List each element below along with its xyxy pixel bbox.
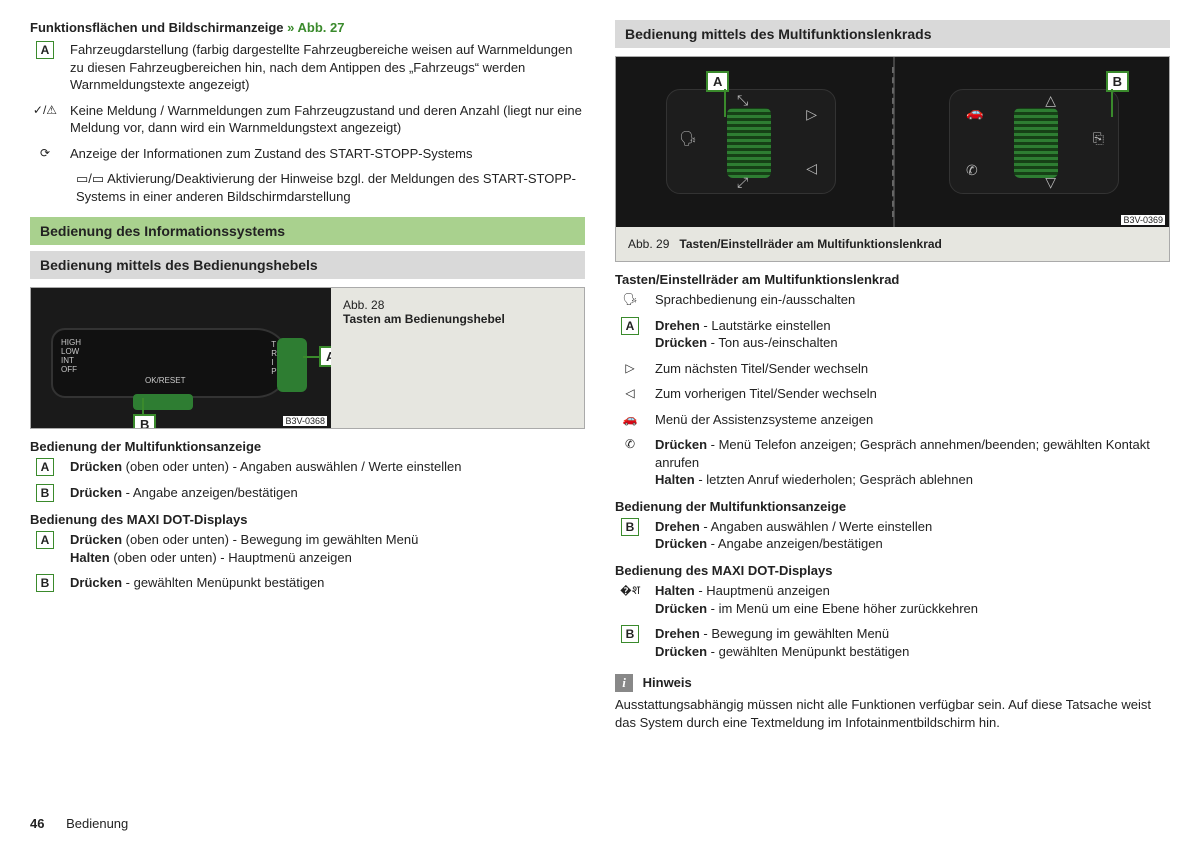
list-item: ADrücken (oben oder unten) - Bewegung im… — [30, 531, 585, 566]
list-item: 🚗Menü der Assistenzsysteme anzeigen — [615, 411, 1170, 429]
figure-29-image: 🗣 ⤡ ⤢ ▷ ◁ 🚗 ✆ △ ▽ ⎘ — [616, 57, 1169, 227]
label-box-icon: B — [621, 625, 640, 643]
label-box-icon: A — [36, 458, 55, 476]
label-box-icon: A — [36, 41, 55, 59]
page-footer: 46 Bedienung — [30, 816, 128, 831]
symbol-icon: ⟳ — [40, 146, 50, 160]
label-box-icon: B — [36, 484, 55, 502]
section-grey-left: Bedienung mittels des Bedienungshebels — [30, 251, 585, 279]
list-item: ADrehen - Lautstärke einstellenDrücken -… — [615, 317, 1170, 352]
control-lever-icon: HIGHLOWINTOFF OK/RESET TRIP — [51, 328, 291, 398]
figure-29: 🗣 ⤡ ⤢ ▷ ◁ 🚗 ✆ △ ▽ ⎘ — [615, 56, 1170, 262]
section-green: Bedienung des Informationssystems — [30, 217, 585, 245]
list-item: ADrücken (oben oder unten) - Angaben aus… — [30, 458, 585, 476]
figure-28-code: B3V-0368 — [283, 416, 327, 426]
sub1-heading: Bedienung der Multifunktionsanzeige — [30, 439, 585, 454]
top-heading: Funktionsflächen und Bildschirmanzeige »… — [30, 20, 585, 35]
list-item: ◁Zum vorherigen Titel/Sender wechseln — [615, 385, 1170, 403]
symbol-icon: 🗣 — [622, 292, 637, 306]
figure-28: HIGHLOWINTOFF OK/RESET TRIP A B B3V-0368… — [30, 287, 585, 429]
two-column-layout: Funktionsflächen und Bildschirmanzeige »… — [30, 20, 1170, 731]
start-stop-indent: ▭/▭ Aktivierung/Deaktivierung der Hinwei… — [76, 170, 585, 205]
list-item: �शHalten - Hauptmenü anzeigenDrücken - i… — [615, 582, 1170, 617]
r-heading3: Bedienung des MAXI DOT-Displays — [615, 563, 1170, 578]
right-column: Bedienung mittels des Multifunktionslenk… — [615, 20, 1170, 731]
list-item: BDrücken - Angabe anzeigen/bestätigen — [30, 484, 585, 502]
list-item: 🗣Sprachbedienung ein-/ausschalten — [615, 291, 1170, 309]
symbol-icon: ✆ — [625, 437, 635, 451]
list-item: BDrehen - Angaben auswählen / Werte eins… — [615, 518, 1170, 553]
label-box-icon: A — [621, 317, 640, 335]
sub2-rows: ADrücken (oben oder unten) - Bewegung im… — [30, 531, 585, 592]
list-item: BDrücken - gewählten Menüpunkt bestätige… — [30, 574, 585, 592]
list-item: ✓/⚠Keine Meldung / Warnmeldungen zum Fah… — [30, 102, 585, 137]
list-item: ✆Drücken - Menü Telefon anzeigen; Gesprä… — [615, 436, 1170, 489]
label-box-icon: B — [36, 574, 55, 592]
definition-list: AFahrzeugdarstellung (farbig dargestellt… — [30, 41, 585, 162]
top-heading-text: Funktionsflächen und Bildschirmanzeige — [30, 20, 284, 35]
list-item: ▷Zum nächsten Titel/Sender wechseln — [615, 360, 1170, 378]
wheel-left-icon: 🗣 ⤡ ⤢ ▷ ◁ — [616, 57, 893, 227]
symbol-icon: 🚗 — [623, 412, 638, 426]
list-item: ⟳Anzeige der Informationen zum Zustand d… — [30, 145, 585, 163]
callout-b-r: B — [1106, 71, 1129, 92]
label-box-icon: B — [621, 518, 640, 536]
figure-29-caption: Abb. 29 Tasten/Einstellräder am Multifun… — [616, 227, 1169, 261]
sub1-rows: ADrücken (oben oder unten) - Angaben aus… — [30, 458, 585, 502]
top-heading-ref: » Abb. 27 — [287, 20, 344, 35]
list-item: AFahrzeugdarstellung (farbig dargestellt… — [30, 41, 585, 94]
r-heading1: Tasten/Einstellräder am Multifunktionsle… — [615, 272, 1170, 287]
r-rows1: 🗣Sprachbedienung ein-/ausschalten ADrehen… — [615, 291, 1170, 489]
symbol-icon: ◁ — [625, 386, 634, 400]
r-heading2: Bedienung der Multifunktionsanzeige — [615, 499, 1170, 514]
label-box-icon: A — [36, 531, 55, 549]
symbol-icon: ▷ — [625, 361, 634, 375]
figure-28-caption: Abb. 28 Tasten am Bedienungshebel — [331, 288, 517, 428]
symbol-icon: ✓/⚠ — [33, 103, 57, 117]
left-column: Funktionsflächen und Bildschirmanzeige »… — [30, 20, 585, 731]
figure-29-code: B3V-0369 — [1121, 215, 1165, 225]
symbol-icon: �श — [620, 583, 640, 597]
hinweis-label: Hinweis — [643, 675, 692, 690]
hinweis: i Hinweis Ausstattungsabhängig müssen ni… — [615, 674, 1170, 731]
hinweis-text: Ausstattungsabhängig müssen nicht alle F… — [615, 696, 1170, 731]
footer-section: Bedienung — [66, 816, 128, 831]
r-rows3: �शHalten - Hauptmenü anzeigenDrücken - i… — [615, 582, 1170, 660]
callout-a: A — [319, 346, 331, 367]
section-grey-right: Bedienung mittels des Multifunktionslenk… — [615, 20, 1170, 48]
list-item: BDrehen - Bewegung im gewählten MenüDrüc… — [615, 625, 1170, 660]
sub2-heading: Bedienung des MAXI DOT-Displays — [30, 512, 585, 527]
r-rows2: BDrehen - Angaben auswählen / Werte eins… — [615, 518, 1170, 553]
info-icon: i — [615, 674, 633, 692]
figure-28-image: HIGHLOWINTOFF OK/RESET TRIP A B B3V-0368 — [31, 288, 331, 428]
page-number: 46 — [30, 816, 44, 831]
callout-b: B — [133, 414, 156, 428]
